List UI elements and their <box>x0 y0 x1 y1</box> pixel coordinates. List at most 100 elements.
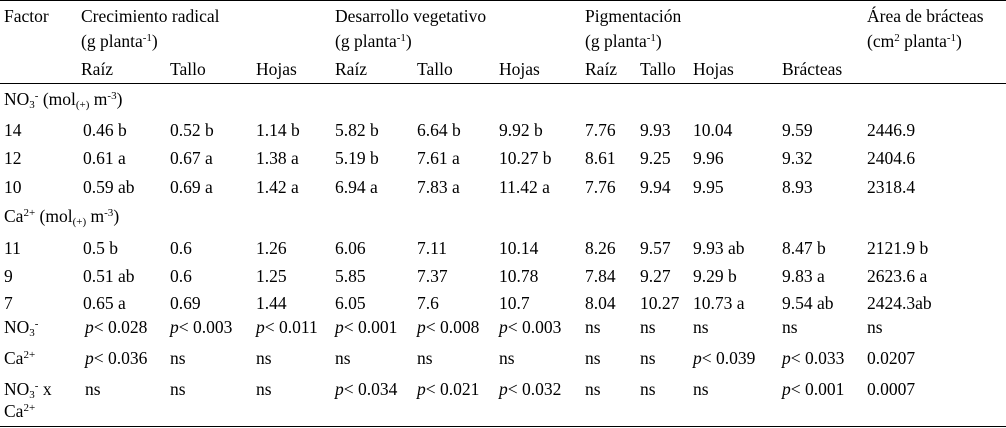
stat-cell: p< 0.003 <box>499 317 562 337</box>
stat-value: ns <box>585 317 601 337</box>
table-cell: 7.76 <box>585 120 616 140</box>
section-label-no3: NO3- (mol(+) m-3) <box>4 89 123 111</box>
table-cell: 1.38 a <box>256 148 299 168</box>
stat-cell: p< 0.001 <box>335 317 398 337</box>
table-cell: 9.57 <box>640 238 671 258</box>
table-cell: 8.93 <box>782 177 813 197</box>
table-cell: 7.76 <box>585 177 616 197</box>
p-symbol: p <box>693 348 702 368</box>
table-cell: 1.44 <box>256 293 287 313</box>
table-cell: 2623.6 a <box>867 266 928 286</box>
stat-cell: 0.0007 <box>867 380 915 399</box>
stat-cell: p< 0.039 <box>693 348 755 368</box>
table-cell: 2404.6 <box>867 148 916 168</box>
stat-value: < 0.003 <box>507 317 562 337</box>
stat-value: ns <box>693 317 709 337</box>
table-cell: 6.64 b <box>417 120 461 140</box>
p-symbol: p <box>256 317 265 337</box>
table-cell: 9.83 a <box>782 266 825 286</box>
stat-value: < 0.001 <box>343 317 398 337</box>
header-pigmentacion-title: Pigmentación <box>585 6 682 26</box>
table-cell: 7.11 <box>417 238 447 258</box>
table-row-factor: 9 <box>4 266 13 286</box>
stat-value: ns <box>640 317 656 337</box>
stat-cell: p< 0.032 <box>499 379 562 399</box>
table-cell: 1.25 <box>256 266 287 286</box>
table-cell: 10.27 <box>640 293 680 313</box>
p-symbol: p <box>499 379 508 399</box>
table-row-factor: 14 <box>4 120 22 140</box>
table-cell: 9.27 <box>640 266 671 286</box>
table-cell: 10.14 <box>499 238 539 258</box>
table-cell: 0.69 a <box>170 177 213 197</box>
stat-value: < 0.034 <box>343 379 398 399</box>
table-cell: 8.61 <box>585 148 616 168</box>
subheader-hojas-pigmentacion: Hojas <box>693 59 734 79</box>
table-cell: 10.27 b <box>499 148 552 168</box>
stat-cell: p< 0.001 <box>782 379 844 399</box>
stat-cell: p< 0.036 <box>85 348 147 368</box>
p-symbol: p <box>335 317 344 337</box>
table-cell: 10.73 a <box>693 293 745 313</box>
p-symbol: p <box>85 348 94 368</box>
table-cell: 7.6 <box>417 293 439 313</box>
stat-value: ns <box>256 348 272 368</box>
table-cell: 7.84 <box>585 266 616 286</box>
subheader-raiz-pigmentacion: Raíz <box>585 59 618 79</box>
header-factor: Factor <box>4 6 49 26</box>
stat-value: < 0.011 <box>264 317 318 337</box>
stat-value: ns <box>640 379 656 399</box>
p-symbol: p <box>417 379 426 399</box>
table-cell: 10.04 <box>693 120 733 140</box>
table-cell: 2424.3ab <box>867 293 932 313</box>
stat-cell: ns <box>782 317 798 337</box>
table-cell: 7.61 a <box>417 148 460 168</box>
stat-cell: ns <box>867 317 883 337</box>
p-symbol: p <box>782 379 791 399</box>
table-cell: 9.32 <box>782 148 813 168</box>
stat-cell: ns <box>585 317 601 337</box>
table-cell: 8.26 <box>585 238 616 258</box>
table-cell: 5.19 b <box>335 148 379 168</box>
table-row-factor: 11 <box>4 238 21 258</box>
table-cell: 1.26 <box>256 238 287 258</box>
stat-value: ns <box>170 348 186 368</box>
table-cell: 0.67 a <box>170 148 213 168</box>
subheader-bracteas: Brácteas <box>782 59 843 79</box>
table-cell: 9.93 <box>640 120 671 140</box>
p-symbol: p <box>499 317 508 337</box>
stat-value: < 0.032 <box>507 379 562 399</box>
table-cell: 9.29 b <box>693 266 737 286</box>
subheader-raiz-crecimiento: Raíz <box>81 59 114 79</box>
p-symbol: p <box>170 317 179 337</box>
table-cell: 7.83 a <box>417 177 460 197</box>
stat-cell: ns <box>170 348 186 368</box>
table-cell: 2318.4 <box>867 177 916 197</box>
table-cell: 7.37 <box>417 266 448 286</box>
table-cell: 0.69 <box>170 293 201 313</box>
stat-value: ns <box>867 317 883 337</box>
table-cell: 9.93 ab <box>693 238 745 258</box>
table-cell: 9.59 <box>782 120 813 140</box>
stat-value: < 0.028 <box>93 317 148 337</box>
table-cell: 0.59 ab <box>83 177 135 197</box>
stat-cell: p< 0.003 <box>170 317 232 337</box>
stat-label-ca: Ca2+ <box>4 348 36 368</box>
table-cell: 10.7 <box>499 293 530 313</box>
stat-cell: ns <box>693 380 709 399</box>
table-cell: 6.05 <box>335 293 366 313</box>
stat-value: ns <box>417 348 433 368</box>
stat-value: ns <box>782 317 798 337</box>
stat-cell: ns <box>417 348 433 368</box>
stat-value: ns <box>170 379 186 399</box>
bottom-rule <box>0 426 1006 427</box>
table-cell: 0.5 b <box>83 238 118 258</box>
p-symbol: p <box>85 317 94 337</box>
stat-value: < 0.008 <box>425 317 480 337</box>
header-pigmentacion-unit: (g planta-1) <box>585 31 662 51</box>
stat-value: < 0.021 <box>425 379 480 399</box>
stat-value: 0.0207 <box>867 348 916 368</box>
table-cell: 0.52 b <box>170 120 214 140</box>
stat-cell: ns <box>585 380 601 399</box>
top-rule <box>0 0 1006 1</box>
